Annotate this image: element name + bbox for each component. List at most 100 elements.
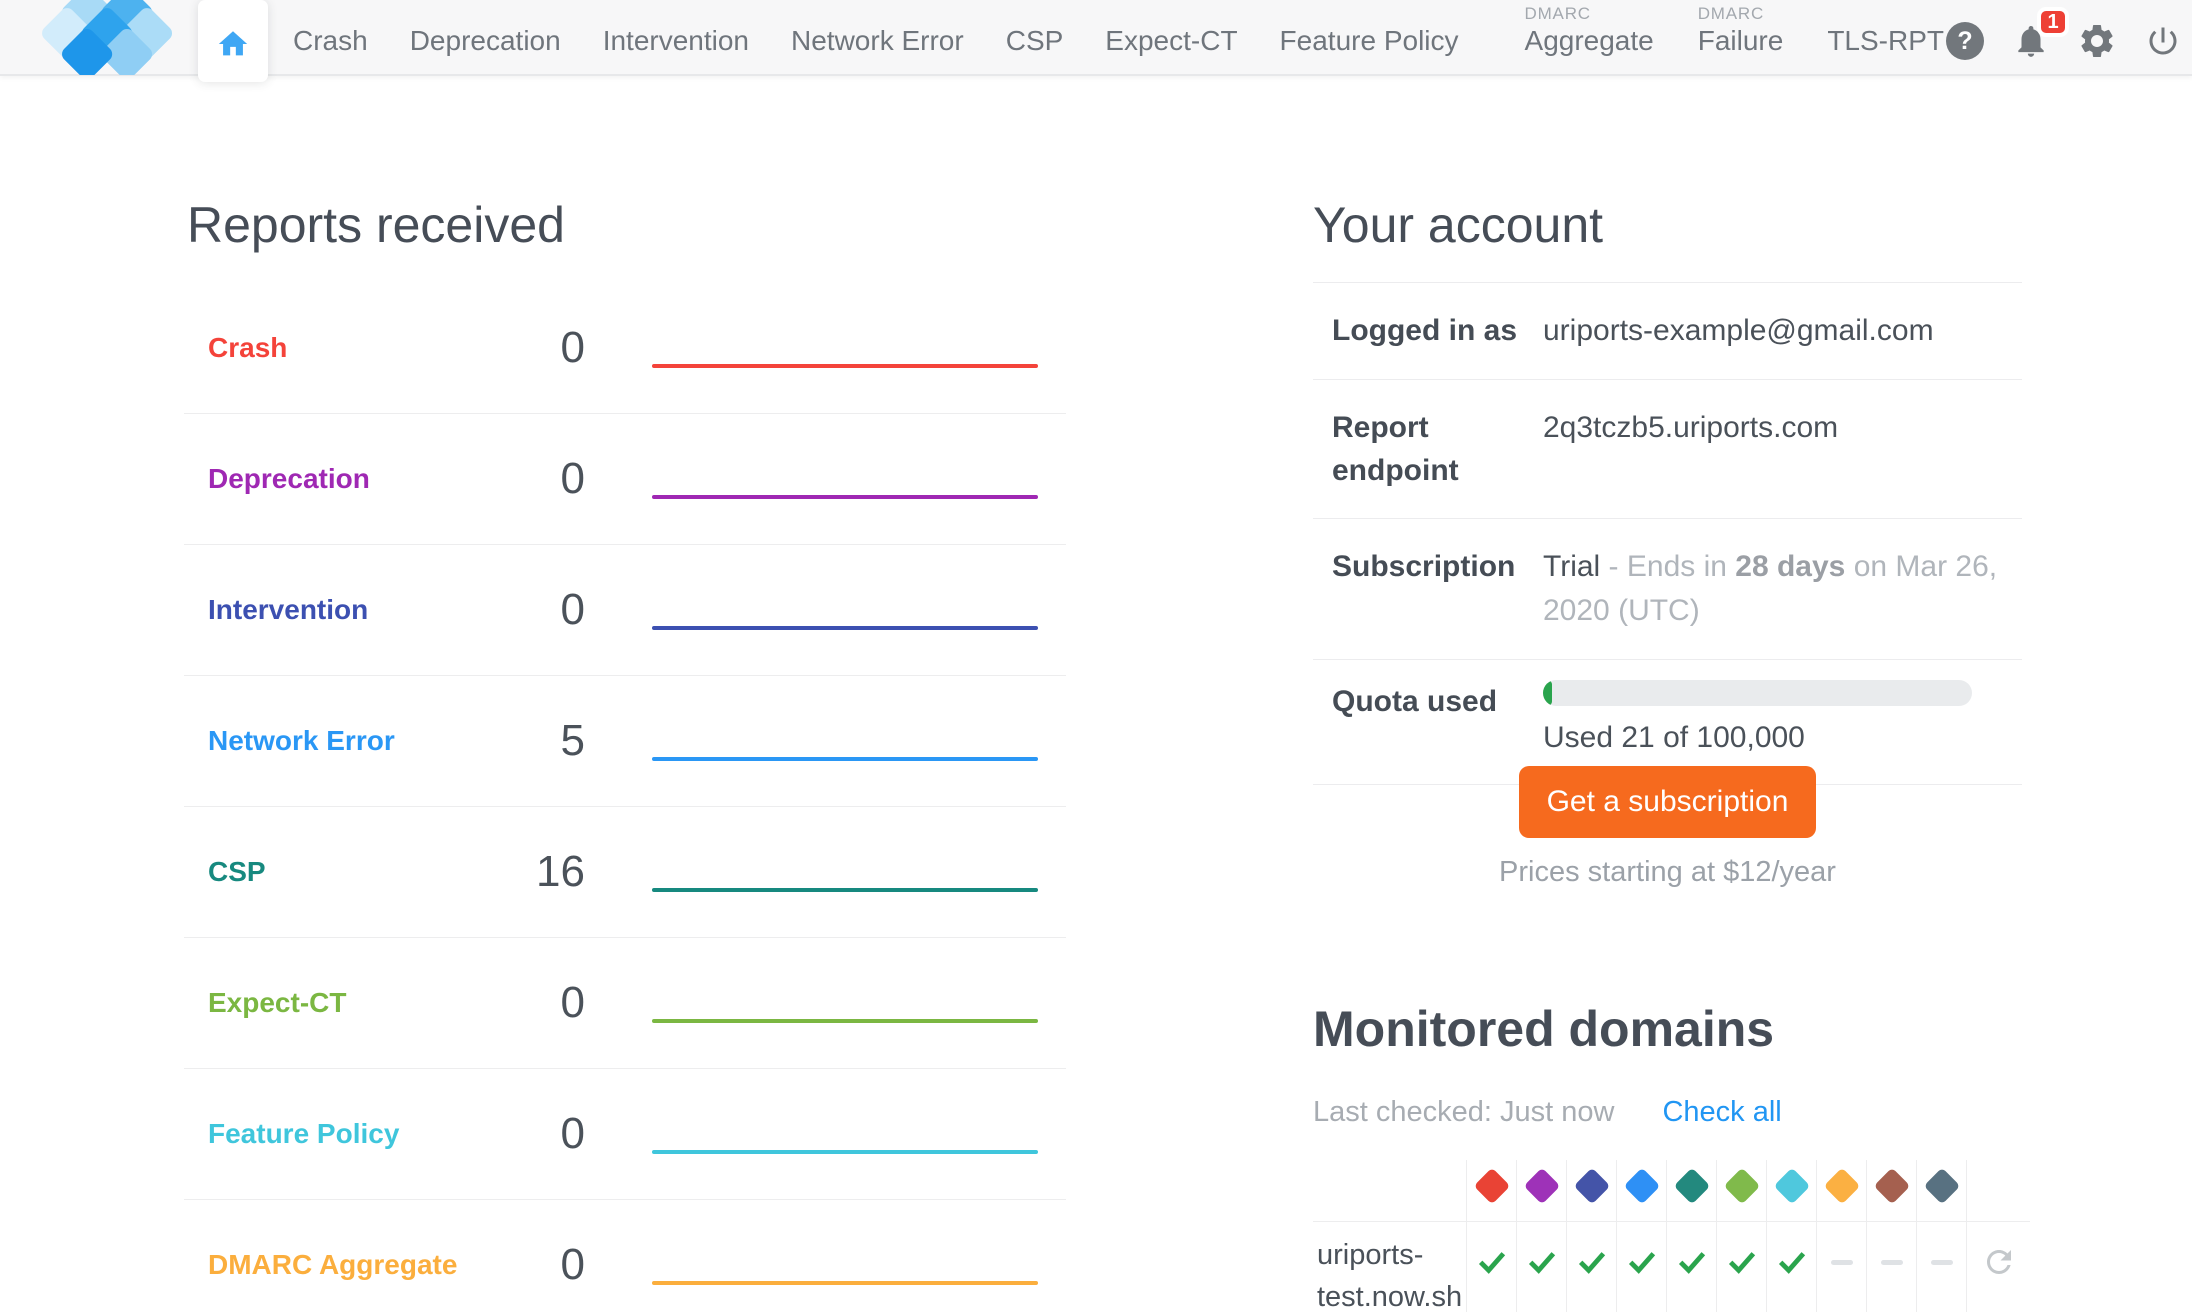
logged-in-label: Logged in as: [1332, 314, 1518, 347]
report-sparkline: [652, 757, 1038, 761]
quota-used-cell: Used 21 of 100,000: [1543, 680, 2022, 760]
check-icon: [1478, 1252, 1505, 1274]
home-icon: [218, 31, 248, 56]
notifications-button[interactable]: 1: [2010, 7, 2070, 62]
report-row[interactable]: CSP 16: [184, 806, 1066, 937]
report-sparkline: [652, 1281, 1038, 1285]
power-icon: [2149, 27, 2177, 55]
report-type-diamond-icon: [1873, 1167, 1910, 1205]
report-type-label[interactable]: Network Error: [208, 725, 395, 756]
report-sparkline: [652, 626, 1038, 630]
report-type-diamond-icon: [1923, 1167, 1960, 1205]
uriports-logo[interactable]: [0, 0, 198, 75]
report-type-label[interactable]: Crash: [208, 331, 288, 363]
report-count: 5: [560, 716, 585, 765]
nav-secondary-items: DMARC Aggregate DMARC Failure TLS-RPT: [1525, 4, 1945, 57]
report-type-column-header: [1616, 1160, 1666, 1221]
domain-name[interactable]: uriports- test.now.sh: [1313, 1222, 1466, 1312]
domain-status-cell: [1916, 1222, 1966, 1312]
subscription-days-left: 28 days: [1735, 550, 1846, 583]
report-type-label[interactable]: Expect-CT: [208, 987, 347, 1018]
report-type-label[interactable]: Intervention: [208, 594, 369, 625]
report-row[interactable]: Network Error 5: [184, 675, 1066, 806]
reports-list: Crash 0 Deprecation 0 Intervention 0 Net…: [184, 282, 1066, 1312]
nav-item-label: Failure: [1697, 25, 1784, 56]
bell-icon: [2018, 25, 2044, 57]
domain-table-row: uriports- test.now.sh: [1313, 1222, 2030, 1312]
report-row[interactable]: Expect-CT 0: [184, 937, 1066, 1068]
subscription-value: Trial - Ends in 28 days on Mar 26, 2020 …: [1543, 545, 2022, 633]
check-icon: [1578, 1252, 1605, 1274]
report-count: 0: [560, 454, 585, 503]
report-row[interactable]: DMARC Aggregate 0: [184, 1199, 1066, 1312]
domain-status-cell: [1716, 1222, 1766, 1312]
report-row[interactable]: Feature Policy 0: [184, 1068, 1066, 1199]
report-count: 0: [560, 978, 585, 1027]
nav-item[interactable]: Expect-CT: [1105, 25, 1238, 56]
gear-icon: [2081, 25, 2113, 57]
domain-status-cell: [1766, 1222, 1816, 1312]
top-nav: Crash Deprecation Intervention Network E…: [0, 0, 2192, 82]
report-type-column-header: [1516, 1160, 1566, 1221]
report-type-label[interactable]: CSP: [208, 856, 266, 887]
nav-item[interactable]: CSP: [1005, 25, 1064, 56]
settings-button[interactable]: [2076, 20, 2118, 62]
report-row[interactable]: Deprecation 0: [184, 413, 1066, 544]
report-type-column-header: [1766, 1160, 1816, 1221]
notification-badge: 1: [2037, 7, 2070, 37]
recheck-domain-button[interactable]: [1981, 1244, 2017, 1280]
nav-item-grouped[interactable]: DMARC Failure: [1697, 4, 1784, 57]
report-type-column-header: [1916, 1160, 1966, 1221]
report-type-diamond-icon: [1773, 1167, 1810, 1205]
quota-progress-fill: [1543, 680, 1552, 706]
report-type-label[interactable]: Deprecation: [208, 463, 370, 494]
report-type-column-header: [1816, 1160, 1866, 1221]
monitored-domains-table: uriports- test.now.sh: [1313, 1160, 2030, 1312]
monitored-domains-subheader: Last checked: Just now Check all: [1313, 1096, 1782, 1129]
nav-item-super-label: DMARC: [1697, 4, 1765, 23]
report-sparkline: [652, 888, 1038, 892]
pricing-note: Prices starting at $12/year: [1499, 856, 1836, 888]
report-row[interactable]: Intervention 0: [184, 544, 1066, 675]
report-count: 0: [560, 585, 585, 634]
quota-progress-bar: [1543, 680, 1972, 706]
report-type-diamond-icon: [1673, 1167, 1710, 1205]
report-sparkline: [652, 1019, 1038, 1023]
domain-status-cell: [1466, 1222, 1516, 1312]
help-button[interactable]: ?: [1944, 20, 1986, 62]
logout-button[interactable]: [2142, 20, 2184, 62]
subscription-end-date: on Mar 26, 2020 (UTC): [1543, 550, 1998, 627]
report-row[interactable]: Crash 0: [184, 282, 1066, 413]
nav-item-grouped[interactable]: DMARC Aggregate: [1525, 4, 1654, 57]
nav-item-grouped[interactable]: TLS-RPT: [1827, 25, 1944, 57]
nav-item[interactable]: Intervention: [602, 25, 750, 56]
dash-icon: [1830, 1260, 1853, 1265]
get-subscription-button[interactable]: Get a subscription: [1518, 766, 1817, 838]
subscription-plan: Trial: [1543, 550, 1601, 583]
check-all-link[interactable]: Check all: [1662, 1096, 1782, 1128]
report-type-diamond-icon: [1723, 1167, 1760, 1205]
check-icon: [1678, 1252, 1705, 1274]
nav-item[interactable]: Feature Policy: [1279, 25, 1459, 56]
nav-item[interactable]: Crash: [293, 25, 368, 56]
nav-item-label: TLS-RPT: [1827, 25, 1945, 56]
report-type-label[interactable]: Feature Policy: [208, 1118, 400, 1149]
report-count: 0: [560, 1109, 585, 1158]
monitored-domains-title: Monitored domains: [1313, 1001, 1775, 1057]
domain-status-cell: [1616, 1222, 1666, 1312]
nav-item[interactable]: Network Error: [791, 25, 964, 56]
report-count: 0: [560, 322, 585, 372]
report-type-diamond-icon: [1523, 1167, 1560, 1205]
account-row-subscription: Subscription Trial - Ends in 28 days on …: [1313, 519, 2022, 660]
tab-home[interactable]: [198, 0, 268, 82]
report-endpoint-value: 2q3tczb5.uriports.com: [1543, 411, 1839, 444]
domain-status-cell: [1666, 1222, 1716, 1312]
domain-refresh-cell: [1966, 1222, 2030, 1312]
last-checked-text: Last checked: Just now: [1313, 1096, 1615, 1128]
subscription-cta-wrap: Get a subscription: [1313, 766, 2022, 838]
nav-primary-items: Crash Deprecation Intervention Network E…: [293, 25, 1459, 57]
report-type-label[interactable]: DMARC Aggregate: [208, 1249, 458, 1280]
nav-item[interactable]: Deprecation: [409, 25, 561, 56]
nav-item-super-label: DMARC: [1524, 4, 1591, 23]
domain-status-cell: [1866, 1222, 1916, 1312]
